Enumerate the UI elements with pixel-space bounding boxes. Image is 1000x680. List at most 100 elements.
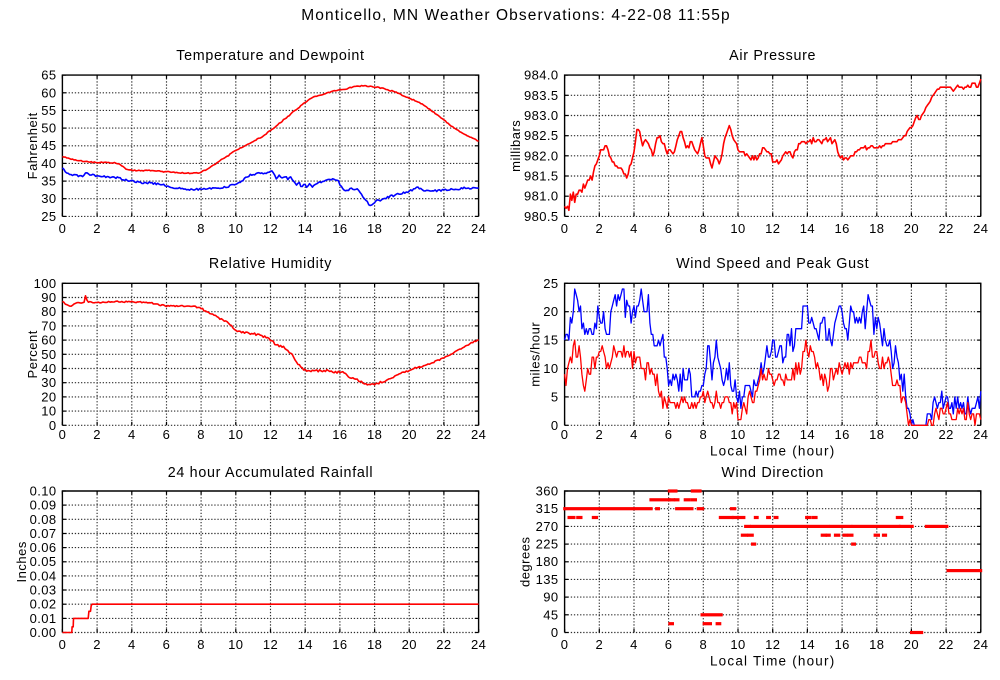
- svg-text:20: 20: [402, 221, 417, 236]
- svg-text:22: 22: [436, 221, 451, 236]
- svg-text:980.5: 980.5: [524, 209, 559, 224]
- svg-text:0.03: 0.03: [30, 583, 57, 598]
- svg-text:0.02: 0.02: [30, 597, 57, 612]
- svg-text:270: 270: [536, 519, 559, 534]
- svg-text:14: 14: [298, 427, 313, 442]
- svg-text:982.0: 982.0: [524, 148, 559, 163]
- svg-text:2: 2: [93, 221, 101, 236]
- svg-text:6: 6: [163, 221, 171, 236]
- svg-text:16: 16: [332, 637, 347, 652]
- svg-text:10: 10: [41, 404, 56, 419]
- svg-text:2: 2: [595, 637, 603, 652]
- svg-text:Relative Humidity: Relative Humidity: [209, 256, 332, 272]
- svg-text:4: 4: [630, 221, 638, 236]
- svg-text:18: 18: [869, 427, 884, 442]
- svg-text:0.06: 0.06: [30, 540, 57, 555]
- svg-text:4: 4: [128, 637, 136, 652]
- svg-text:14: 14: [800, 637, 815, 652]
- svg-text:6: 6: [665, 637, 673, 652]
- svg-text:50: 50: [41, 347, 56, 362]
- svg-text:60: 60: [41, 85, 56, 100]
- svg-text:20: 20: [904, 221, 919, 236]
- svg-text:984.0: 984.0: [524, 68, 559, 83]
- svg-text:0.08: 0.08: [30, 512, 57, 527]
- svg-text:Local Time (hour): Local Time (hour): [710, 654, 835, 669]
- svg-text:10: 10: [730, 427, 745, 442]
- svg-text:90: 90: [41, 290, 56, 305]
- svg-text:6: 6: [163, 637, 171, 652]
- svg-text:20: 20: [41, 389, 56, 404]
- svg-text:10: 10: [228, 221, 243, 236]
- svg-text:8: 8: [197, 427, 205, 442]
- svg-text:60: 60: [41, 333, 56, 348]
- svg-text:6: 6: [665, 427, 673, 442]
- svg-text:0: 0: [551, 418, 559, 433]
- svg-text:16: 16: [834, 637, 849, 652]
- svg-text:981.0: 981.0: [524, 189, 559, 204]
- svg-text:miles/hour: miles/hour: [528, 322, 543, 387]
- svg-text:0: 0: [49, 418, 57, 433]
- svg-text:12: 12: [263, 427, 278, 442]
- svg-text:24: 24: [471, 221, 486, 236]
- svg-text:degrees: degrees: [518, 537, 533, 587]
- svg-text:2: 2: [595, 221, 603, 236]
- svg-text:10: 10: [543, 361, 558, 376]
- svg-text:0: 0: [59, 637, 67, 652]
- svg-text:0: 0: [561, 427, 569, 442]
- svg-text:25: 25: [41, 209, 56, 224]
- svg-text:12: 12: [263, 221, 278, 236]
- svg-text:20: 20: [402, 637, 417, 652]
- svg-text:0.01: 0.01: [30, 611, 57, 626]
- svg-text:16: 16: [834, 427, 849, 442]
- svg-text:10: 10: [228, 637, 243, 652]
- svg-text:982.5: 982.5: [524, 128, 559, 143]
- svg-text:16: 16: [332, 427, 347, 442]
- svg-text:16: 16: [834, 221, 849, 236]
- svg-text:24: 24: [973, 221, 988, 236]
- svg-text:24 hour Accumulated Rainfall: 24 hour Accumulated Rainfall: [168, 465, 374, 481]
- svg-text:8: 8: [197, 637, 205, 652]
- svg-text:14: 14: [298, 221, 313, 236]
- svg-text:millibars: millibars: [508, 120, 523, 172]
- svg-text:315: 315: [536, 501, 559, 516]
- svg-text:8: 8: [699, 637, 707, 652]
- svg-text:30: 30: [41, 191, 56, 206]
- svg-text:4: 4: [128, 427, 136, 442]
- svg-text:0.09: 0.09: [30, 498, 57, 513]
- svg-text:983.0: 983.0: [524, 108, 559, 123]
- svg-text:0.10: 0.10: [30, 484, 57, 499]
- svg-text:12: 12: [263, 637, 278, 652]
- svg-text:8: 8: [699, 221, 707, 236]
- svg-text:12: 12: [765, 427, 780, 442]
- svg-text:Air Pressure: Air Pressure: [729, 48, 816, 64]
- svg-text:0: 0: [561, 637, 569, 652]
- svg-text:Local Time (hour): Local Time (hour): [710, 444, 835, 459]
- svg-text:24: 24: [471, 427, 486, 442]
- svg-text:6: 6: [665, 221, 673, 236]
- svg-text:20: 20: [543, 304, 558, 319]
- svg-text:12: 12: [765, 221, 780, 236]
- svg-text:4: 4: [128, 221, 136, 236]
- svg-text:18: 18: [869, 637, 884, 652]
- svg-text:40: 40: [41, 156, 56, 171]
- svg-text:45: 45: [543, 607, 558, 622]
- svg-text:8: 8: [699, 427, 707, 442]
- svg-text:22: 22: [436, 427, 451, 442]
- svg-text:14: 14: [800, 221, 815, 236]
- svg-text:20: 20: [402, 427, 417, 442]
- svg-text:18: 18: [367, 637, 382, 652]
- svg-text:50: 50: [41, 121, 56, 136]
- svg-text:12: 12: [765, 637, 780, 652]
- svg-text:2: 2: [93, 637, 101, 652]
- svg-text:0.04: 0.04: [30, 568, 57, 583]
- svg-text:55: 55: [41, 103, 56, 118]
- svg-text:Fahrenheit: Fahrenheit: [25, 112, 40, 179]
- svg-text:Percent: Percent: [25, 330, 40, 378]
- svg-text:983.5: 983.5: [524, 88, 559, 103]
- svg-text:0.05: 0.05: [30, 554, 57, 569]
- svg-text:14: 14: [800, 427, 815, 442]
- svg-text:180: 180: [536, 554, 559, 569]
- svg-text:24: 24: [973, 637, 988, 652]
- svg-text:24: 24: [471, 637, 486, 652]
- svg-text:6: 6: [163, 427, 171, 442]
